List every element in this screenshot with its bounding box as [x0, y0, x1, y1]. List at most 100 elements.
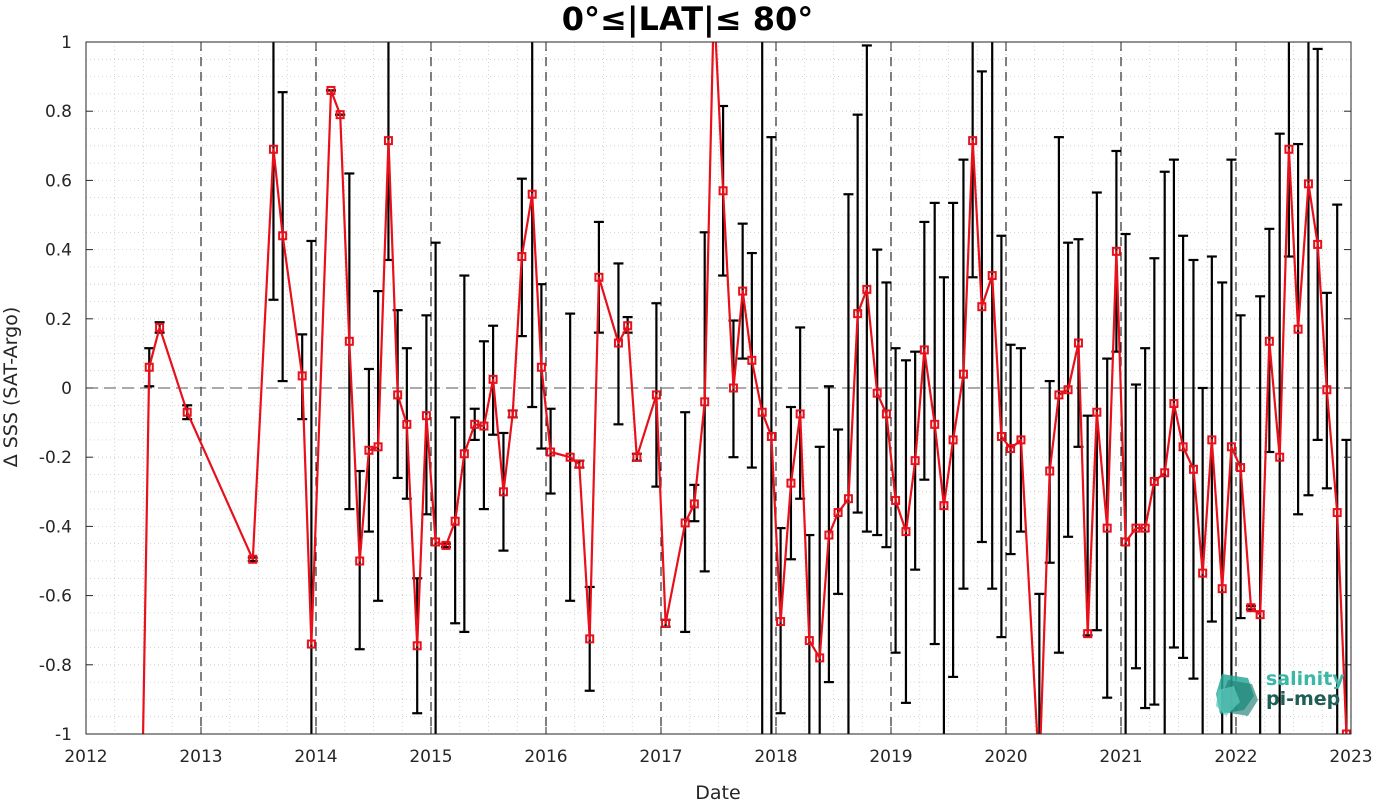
x-tick-label: 2023: [1329, 747, 1372, 767]
salinity-pimep-logo: salinity pi-mep: [1214, 668, 1354, 720]
data-point-marker: [412, 641, 422, 651]
data-point-marker: [1140, 523, 1150, 533]
logo-text-salinity: salinity: [1266, 668, 1345, 690]
salinity-pimep-logo-icon: [1216, 674, 1258, 716]
data-point-marker: [344, 336, 354, 346]
reference-lines: [86, 42, 1351, 734]
data-point-marker: [306, 639, 316, 649]
data-point-marker: [1149, 476, 1159, 486]
data-point-marker: [766, 431, 776, 441]
data-point-marker: [930, 419, 940, 429]
data-point-marker: [747, 355, 757, 365]
x-tick-label: 2013: [179, 747, 222, 767]
data-point-marker: [901, 527, 911, 537]
y-tick-label: -0.4: [39, 517, 72, 537]
data-point-marker: [910, 456, 920, 466]
y-tick-label: 0: [61, 379, 72, 399]
y-axis-label: Δ SSS (SAT-Argo): [0, 307, 22, 467]
data-point-marker: [815, 653, 825, 663]
data-point-marker: [872, 388, 882, 398]
data-point-marker: [1131, 523, 1141, 533]
data-point-marker: [248, 554, 258, 564]
data-point-marker: [1083, 629, 1093, 639]
x-tick-labels: 2012 2013 2014 2015 2016 2017 2018 2019 2020 2021…: [64, 747, 1372, 767]
data-point-marker: [1178, 442, 1188, 452]
data-point-marker: [728, 383, 738, 393]
data-point-marker: [1284, 144, 1294, 154]
data-point-marker: [1313, 239, 1323, 249]
data-point-marker: [144, 362, 154, 372]
data-point-marker: [1111, 246, 1121, 256]
data-point-marker: [1255, 610, 1265, 620]
data-point-marker: [1246, 603, 1256, 613]
data-point-marker: [613, 338, 623, 348]
data-point-marker: [393, 390, 403, 400]
y-tick-label: 0.6: [45, 171, 72, 191]
data-point-marker: [355, 556, 365, 566]
data-point-marker: [546, 447, 556, 457]
data-point-marker: [1236, 463, 1246, 473]
data-point-marker: [881, 409, 891, 419]
data-point-marker: [853, 309, 863, 319]
data-point-marker: [786, 478, 796, 488]
data-point-marker: [1092, 407, 1102, 417]
data-point-marker: [1073, 338, 1083, 348]
x-tick-label: 2018: [754, 747, 797, 767]
data-point-marker: [987, 271, 997, 281]
data-point-marker: [919, 345, 929, 355]
data-point-marker: [1217, 584, 1227, 594]
data-point-marker: [1293, 324, 1303, 334]
data-point-marker: [1275, 452, 1285, 462]
data-point-marker: [488, 374, 498, 384]
x-tick-label: 2019: [869, 747, 912, 767]
data-point-marker: [862, 284, 872, 294]
data-point-marker: [278, 231, 288, 241]
data-point-marker: [1303, 179, 1313, 189]
axis-ticks: [85, 41, 1352, 735]
data-point-marker: [1045, 466, 1055, 476]
data-point-marker: [498, 487, 508, 497]
series-polyline: [141, 42, 1348, 734]
data-point-marker: [623, 321, 633, 331]
y-tick-label: -0.8: [39, 656, 72, 676]
x-tick-label: 2015: [409, 747, 452, 767]
data-point-marker: [1063, 385, 1073, 395]
data-point-marker: [574, 459, 584, 469]
data-point-marker: [431, 537, 441, 547]
x-axis-label: Date: [695, 782, 740, 801]
data-point-marker: [594, 272, 604, 282]
data-point-marker: [1054, 390, 1064, 400]
data-point-marker: [182, 407, 192, 417]
y-tick-label: -0.6: [39, 587, 72, 607]
data-point-marker: [1102, 523, 1112, 533]
data-point-marker: [335, 110, 345, 120]
data-point-marker: [470, 419, 480, 429]
data-point-marker: [843, 494, 853, 504]
data-point-marker: [536, 362, 546, 372]
data-point-marker: [373, 442, 383, 452]
data-point-marker: [1198, 568, 1208, 578]
data-point-marker: [402, 419, 412, 429]
data-point-marker: [996, 431, 1006, 441]
y-tick-label: 0.4: [45, 241, 72, 261]
data-point-marker: [1226, 442, 1236, 452]
data-point-marker: [1188, 464, 1198, 474]
data-point-marker: [450, 516, 460, 526]
data-point-marker: [939, 501, 949, 511]
data-point-marker: [958, 369, 968, 379]
data-point-marker: [421, 411, 431, 421]
data-point-marker: [1322, 385, 1332, 395]
series-line: [141, 42, 1348, 734]
logo-text-pimep: pi-mep: [1266, 688, 1341, 710]
chart-title: 0°≤|LAT|≤ 80°: [561, 0, 814, 38]
data-point-marker: [155, 322, 165, 332]
data-point-marker: [680, 518, 690, 528]
y-tick-label: 0.2: [45, 310, 72, 330]
data-point-marker: [364, 445, 374, 455]
data-point-marker: [891, 495, 901, 505]
data-point-marker: [565, 452, 575, 462]
data-point-marker: [700, 397, 710, 407]
series-markers: [144, 85, 1351, 734]
data-point-marker: [718, 186, 728, 196]
